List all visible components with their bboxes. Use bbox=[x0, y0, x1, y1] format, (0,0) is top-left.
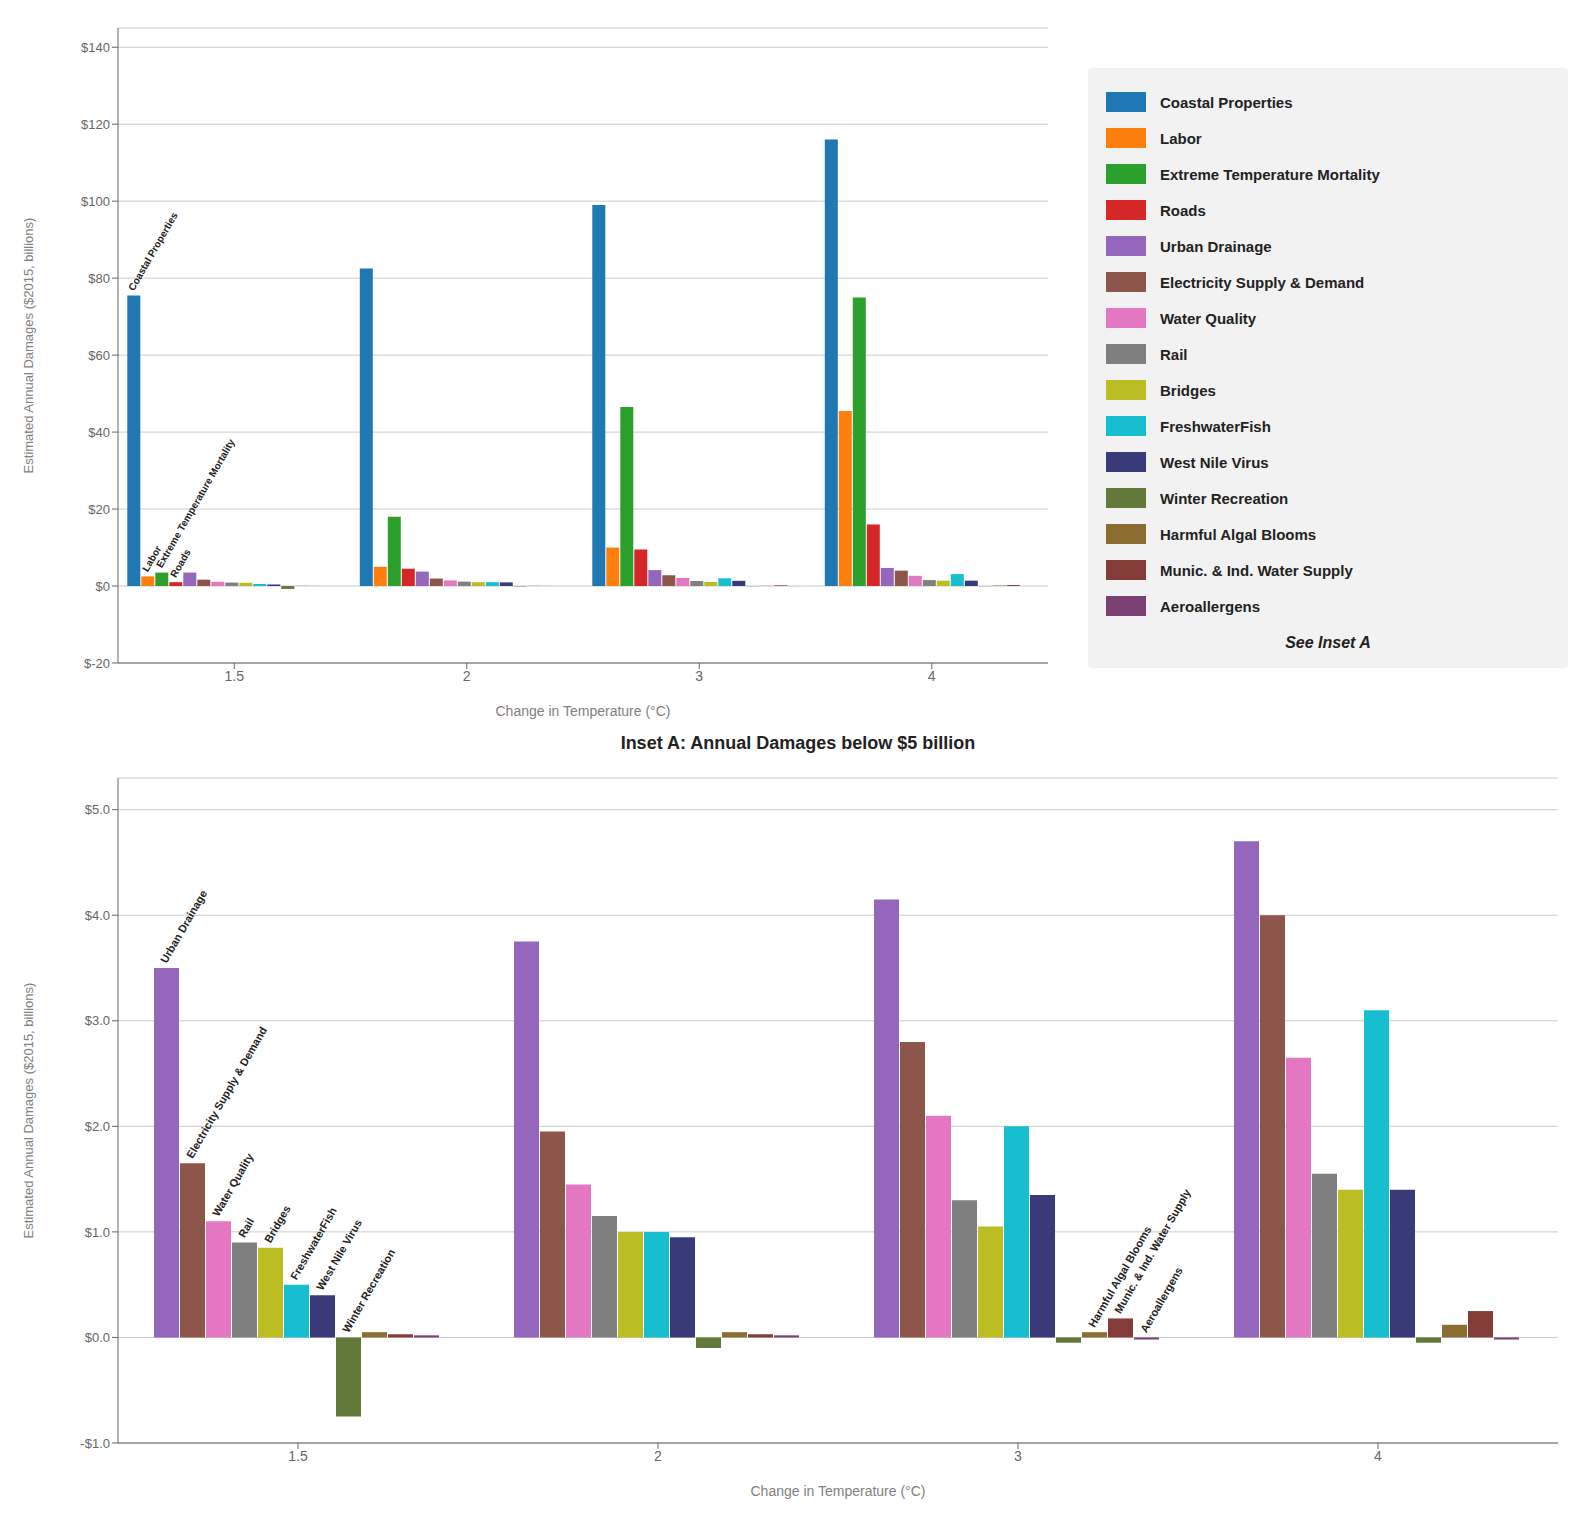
html-text:Labor: Labor bbox=[1160, 129, 1202, 147]
svg-text:$0: $0 bbox=[96, 579, 110, 594]
svg-text:2: 2 bbox=[654, 1448, 662, 1464]
svg-text:4: 4 bbox=[928, 668, 936, 684]
svg-text:Rail: Rail bbox=[236, 1216, 256, 1239]
svg-text:Water Quality: Water Quality bbox=[210, 1151, 256, 1219]
svg-text:3: 3 bbox=[695, 668, 703, 684]
svg-text:Coastal Properties: Coastal Properties bbox=[126, 210, 180, 292]
svg-text:$40: $40 bbox=[88, 425, 110, 440]
html-text:Rail: Rail bbox=[1160, 345, 1188, 363]
svg-text:FreshwaterFish: FreshwaterFish bbox=[287, 1205, 339, 1282]
svg-text:West Nile Virus: West Nile Virus bbox=[314, 1217, 364, 1292]
svg-text:2: 2 bbox=[463, 668, 471, 684]
svg-text:Urban Drainage: Urban Drainage bbox=[158, 888, 209, 965]
html-text:Winter Recreation: Winter Recreation bbox=[1160, 489, 1289, 507]
html-text:Water Quality: Water Quality bbox=[1160, 309, 1257, 327]
svg-text:1.5: 1.5 bbox=[225, 668, 245, 684]
svg-text:Electricity Supply & Demand: Electricity Supply & Demand bbox=[184, 1025, 269, 1161]
html-text:Harmful Algal Blooms: Harmful Algal Blooms bbox=[1160, 525, 1317, 543]
svg-text:$4.0: $4.0 bbox=[85, 908, 110, 923]
svg-text:4: 4 bbox=[1374, 1448, 1382, 1464]
svg-text:$0.0: $0.0 bbox=[85, 1330, 110, 1345]
svg-text:$3.0: $3.0 bbox=[85, 1013, 110, 1028]
html-text:Inset A: Annual Damages below: Inset A: Annual Damages below $5 billion bbox=[620, 733, 976, 753]
html-text:Munic. & Ind. Water Supply: Munic. & Ind. Water Supply bbox=[1160, 561, 1353, 579]
html-text:West Nile Virus: West Nile Virus bbox=[1160, 453, 1269, 471]
svg-text:Aeroallergens: Aeroallergens bbox=[1138, 1265, 1185, 1335]
html-text:Urban Drainage: Urban Drainage bbox=[1160, 237, 1272, 255]
svg-text:$20: $20 bbox=[88, 502, 110, 517]
svg-text:Roads: Roads bbox=[168, 547, 193, 579]
svg-text:3: 3 bbox=[1014, 1448, 1022, 1464]
svg-text:Winter Recreation: Winter Recreation bbox=[340, 1247, 398, 1335]
html-text:Extreme Temperature Mortality: Extreme Temperature Mortality bbox=[1160, 165, 1380, 183]
svg-text:Labor: Labor bbox=[140, 543, 164, 574]
svg-text:Estimated Annual Damages ($201: Estimated Annual Damages ($2015, billion… bbox=[21, 218, 36, 474]
svg-text:Munic. & Ind. Water Supply: Munic. & Ind. Water Supply bbox=[1112, 1186, 1194, 1315]
svg-text:Bridges: Bridges bbox=[262, 1203, 293, 1244]
svg-text:$140: $140 bbox=[81, 40, 110, 55]
svg-text:$80: $80 bbox=[88, 271, 110, 286]
svg-text:Change in Temperature (°C): Change in Temperature (°C) bbox=[751, 1483, 926, 1499]
html-text:Aeroallergens: Aeroallergens bbox=[1160, 597, 1260, 615]
svg-text:Harmful Algal Blooms: Harmful Algal Blooms bbox=[1085, 1224, 1154, 1330]
svg-text:Estimated Annual Damages ($201: Estimated Annual Damages ($2015, billion… bbox=[21, 983, 36, 1239]
html-text:Bridges: Bridges bbox=[1160, 381, 1216, 399]
svg-text:$120: $120 bbox=[81, 117, 110, 132]
svg-text:$100: $100 bbox=[81, 194, 110, 209]
svg-text:Change in Temperature (°C): Change in Temperature (°C) bbox=[496, 703, 671, 719]
html-text:Roads: Roads bbox=[1160, 201, 1206, 219]
html-text:FreshwaterFish: FreshwaterFish bbox=[1160, 417, 1271, 435]
html-text:See Inset A: See Inset A bbox=[1285, 634, 1371, 651]
svg-text:$1.0: $1.0 bbox=[85, 1225, 110, 1240]
svg-text:1.5: 1.5 bbox=[288, 1448, 308, 1464]
svg-text:-$1.0: -$1.0 bbox=[80, 1436, 110, 1451]
svg-text:Extreme Temperature Mortality: Extreme Temperature Mortality bbox=[154, 437, 237, 570]
svg-text:$60: $60 bbox=[88, 348, 110, 363]
html-text:Coastal Properties: Coastal Properties bbox=[1160, 93, 1293, 111]
html-text:Electricity Supply & Demand: Electricity Supply & Demand bbox=[1160, 273, 1365, 291]
svg-text:$5.0: $5.0 bbox=[85, 802, 110, 817]
svg-text:$2.0: $2.0 bbox=[85, 1119, 110, 1134]
svg-text:$-20: $-20 bbox=[84, 656, 110, 671]
